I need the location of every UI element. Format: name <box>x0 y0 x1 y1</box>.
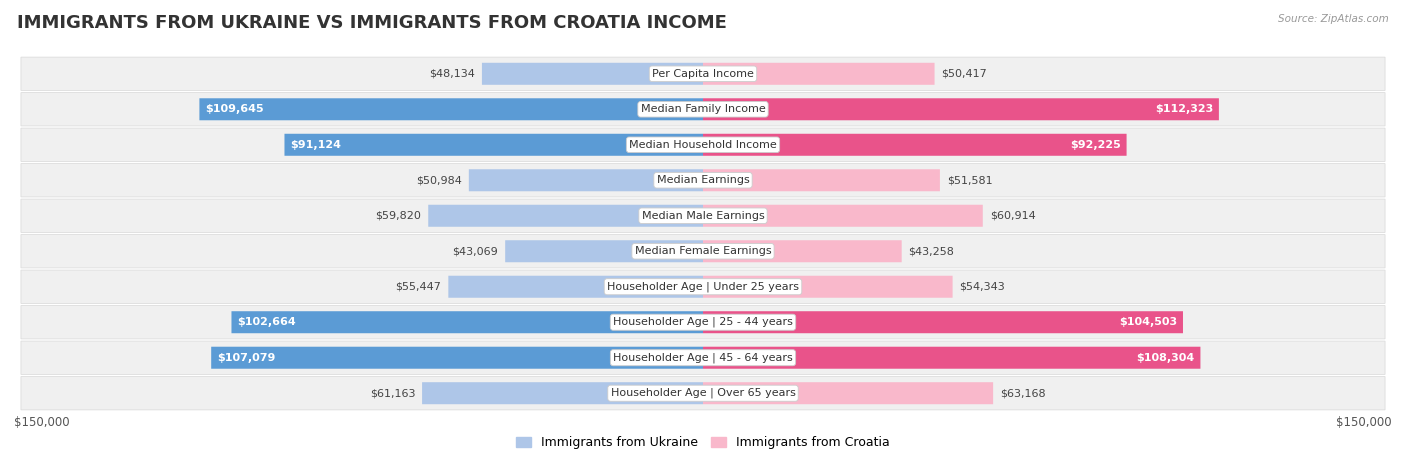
Text: $50,417: $50,417 <box>942 69 987 79</box>
FancyBboxPatch shape <box>703 311 1182 333</box>
FancyBboxPatch shape <box>703 169 939 191</box>
FancyBboxPatch shape <box>21 341 1385 375</box>
FancyBboxPatch shape <box>21 128 1385 162</box>
Text: $150,000: $150,000 <box>14 416 70 429</box>
Text: $61,163: $61,163 <box>370 388 415 398</box>
Text: $55,447: $55,447 <box>395 282 441 292</box>
Text: $150,000: $150,000 <box>1336 416 1392 429</box>
FancyBboxPatch shape <box>21 305 1385 339</box>
Text: $43,258: $43,258 <box>908 246 955 256</box>
FancyBboxPatch shape <box>422 382 703 404</box>
Text: $107,079: $107,079 <box>217 353 276 363</box>
Text: $109,645: $109,645 <box>205 104 263 114</box>
FancyBboxPatch shape <box>429 205 703 227</box>
FancyBboxPatch shape <box>703 98 1219 120</box>
FancyBboxPatch shape <box>232 311 703 333</box>
FancyBboxPatch shape <box>703 276 953 298</box>
Text: $48,134: $48,134 <box>429 69 475 79</box>
Text: Householder Age | Under 25 years: Householder Age | Under 25 years <box>607 282 799 292</box>
Text: $104,503: $104,503 <box>1119 317 1177 327</box>
Text: IMMIGRANTS FROM UKRAINE VS IMMIGRANTS FROM CROATIA INCOME: IMMIGRANTS FROM UKRAINE VS IMMIGRANTS FR… <box>17 14 727 32</box>
Text: Median Earnings: Median Earnings <box>657 175 749 185</box>
Text: Median Male Earnings: Median Male Earnings <box>641 211 765 221</box>
FancyBboxPatch shape <box>21 199 1385 233</box>
Text: Householder Age | Over 65 years: Householder Age | Over 65 years <box>610 388 796 398</box>
Text: Householder Age | 45 - 64 years: Householder Age | 45 - 64 years <box>613 353 793 363</box>
Text: Median Family Income: Median Family Income <box>641 104 765 114</box>
FancyBboxPatch shape <box>703 240 901 262</box>
FancyBboxPatch shape <box>21 57 1385 91</box>
Text: $54,343: $54,343 <box>959 282 1005 292</box>
FancyBboxPatch shape <box>703 347 1201 369</box>
FancyBboxPatch shape <box>703 382 993 404</box>
FancyBboxPatch shape <box>449 276 703 298</box>
Text: $63,168: $63,168 <box>1000 388 1046 398</box>
FancyBboxPatch shape <box>21 92 1385 126</box>
FancyBboxPatch shape <box>21 270 1385 304</box>
FancyBboxPatch shape <box>211 347 703 369</box>
Text: Source: ZipAtlas.com: Source: ZipAtlas.com <box>1278 14 1389 24</box>
Text: $108,304: $108,304 <box>1136 353 1195 363</box>
FancyBboxPatch shape <box>703 134 1126 156</box>
FancyBboxPatch shape <box>21 234 1385 268</box>
Text: Median Female Earnings: Median Female Earnings <box>634 246 772 256</box>
Text: $59,820: $59,820 <box>375 211 422 221</box>
FancyBboxPatch shape <box>21 163 1385 197</box>
FancyBboxPatch shape <box>200 98 703 120</box>
Text: Median Household Income: Median Household Income <box>628 140 778 150</box>
Text: $43,069: $43,069 <box>453 246 498 256</box>
Text: Per Capita Income: Per Capita Income <box>652 69 754 79</box>
Text: $60,914: $60,914 <box>990 211 1035 221</box>
Text: $51,581: $51,581 <box>946 175 993 185</box>
Text: $50,984: $50,984 <box>416 175 463 185</box>
Text: $112,323: $112,323 <box>1156 104 1213 114</box>
FancyBboxPatch shape <box>703 205 983 227</box>
Text: $102,664: $102,664 <box>238 317 295 327</box>
FancyBboxPatch shape <box>21 376 1385 410</box>
Text: $92,225: $92,225 <box>1070 140 1121 150</box>
FancyBboxPatch shape <box>468 169 703 191</box>
FancyBboxPatch shape <box>482 63 703 85</box>
FancyBboxPatch shape <box>505 240 703 262</box>
Legend: Immigrants from Ukraine, Immigrants from Croatia: Immigrants from Ukraine, Immigrants from… <box>512 432 894 454</box>
FancyBboxPatch shape <box>703 63 935 85</box>
FancyBboxPatch shape <box>284 134 703 156</box>
Text: $91,124: $91,124 <box>290 140 342 150</box>
Text: Householder Age | 25 - 44 years: Householder Age | 25 - 44 years <box>613 317 793 327</box>
